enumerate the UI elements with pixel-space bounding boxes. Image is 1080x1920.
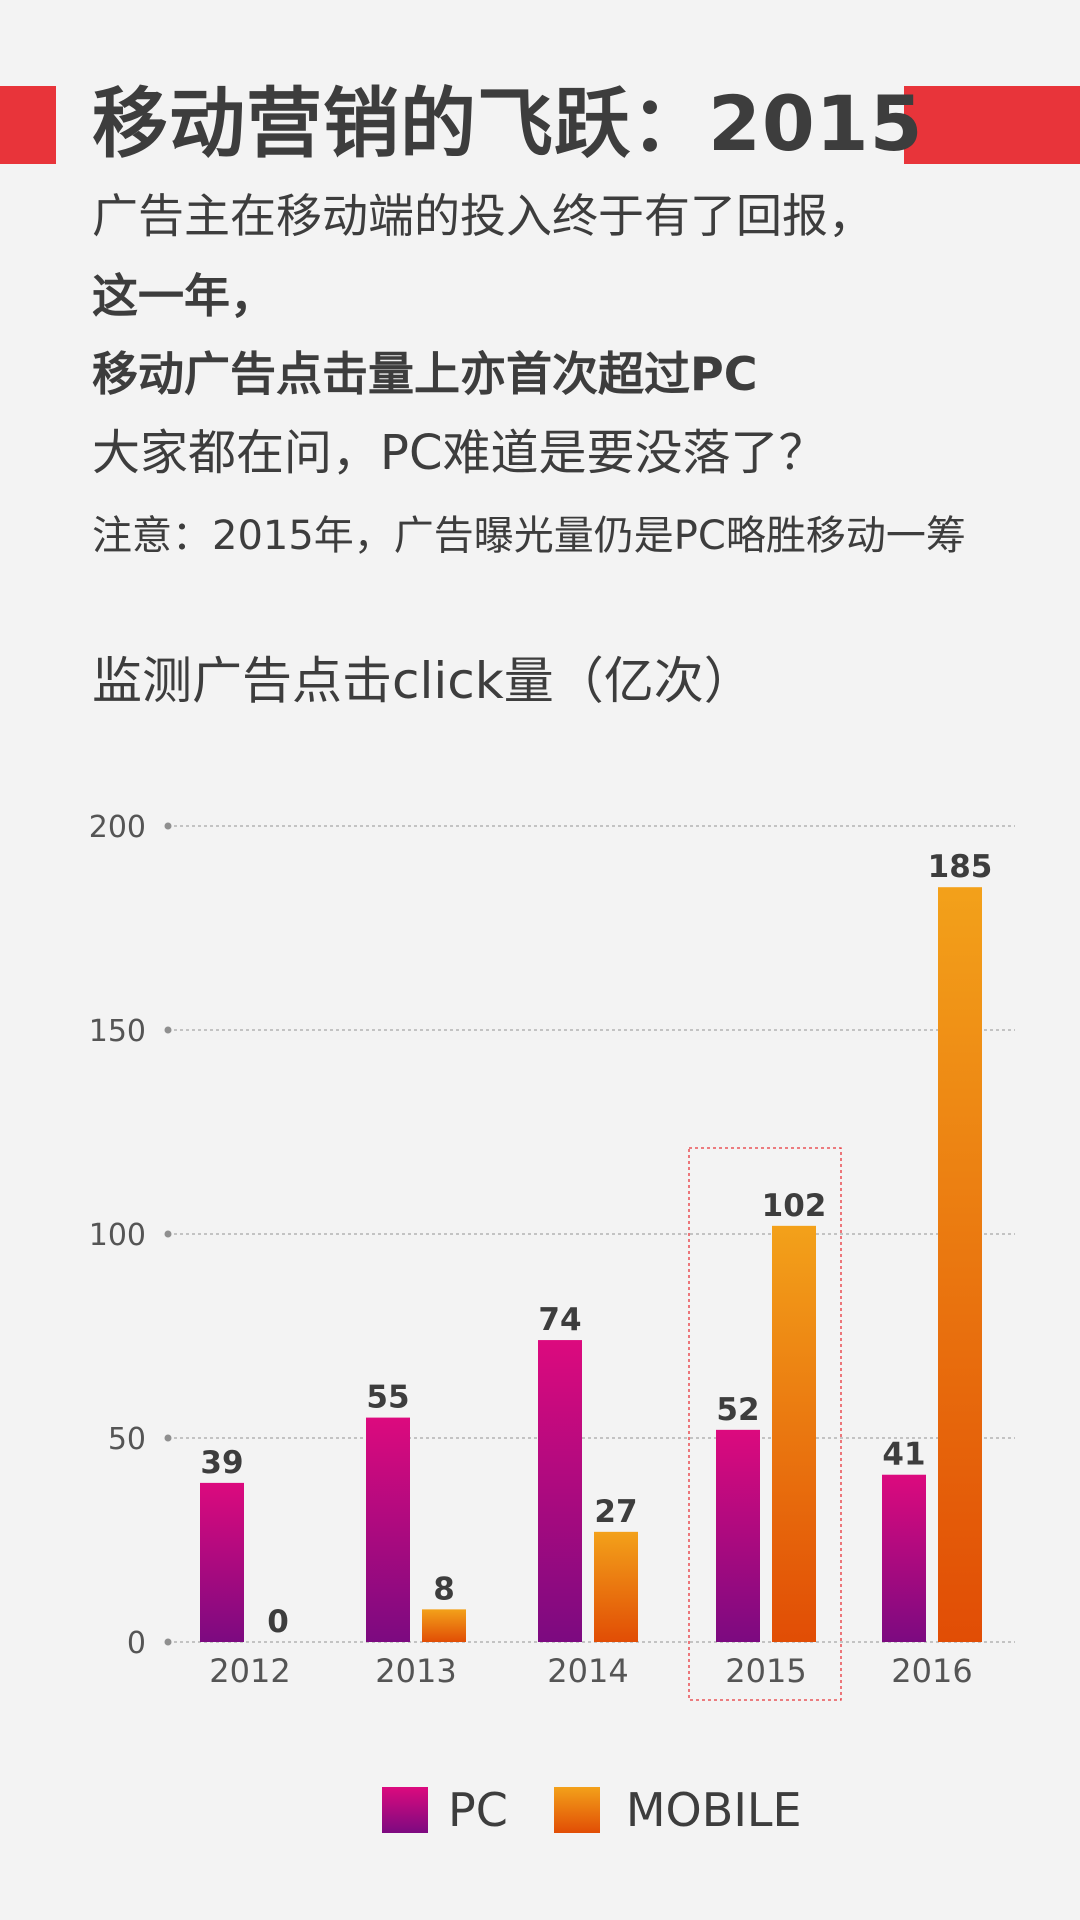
x-tick-label: 2013 bbox=[375, 1652, 456, 1690]
bar-pc bbox=[882, 1474, 926, 1642]
bar-pc bbox=[716, 1429, 760, 1642]
intro-line-2: 这一年， bbox=[92, 269, 276, 323]
y-tick-label: 50 bbox=[108, 1422, 146, 1457]
x-tick-label: 2014 bbox=[547, 1652, 628, 1690]
highlight-rect bbox=[688, 1147, 842, 1701]
bar-pc bbox=[200, 1482, 244, 1642]
title-accent-left bbox=[0, 86, 56, 164]
axis-labels: 0 50 100 150 200 2012 2013 2014 2015 2016 bbox=[89, 810, 973, 1690]
bar-pc bbox=[538, 1340, 582, 1642]
page-title: 移动营销的飞跃：2015 bbox=[92, 79, 924, 168]
value-label-mobile: 8 bbox=[433, 1571, 455, 1607]
note-text: 注意：2015年，广告曝光量仍是PC略胜移动一筹 bbox=[92, 513, 966, 559]
grid-lines bbox=[164, 822, 1015, 1646]
bar-mobile bbox=[594, 1531, 638, 1642]
y-tick-label: 150 bbox=[89, 1014, 146, 1049]
value-label-pc: 74 bbox=[538, 1302, 581, 1338]
legend-label-mobile: MOBILE bbox=[625, 1783, 802, 1837]
y-tick-label: 200 bbox=[89, 810, 146, 845]
intro-line-3: 移动广告点击量上亦首次超过PC bbox=[92, 347, 758, 401]
tick-dot bbox=[164, 1434, 172, 1442]
value-label-pc: 41 bbox=[882, 1437, 925, 1473]
tick-dot bbox=[164, 1230, 172, 1238]
tick-dot bbox=[164, 822, 172, 830]
legend-label-pc: PC bbox=[448, 1783, 508, 1837]
value-label-pc: 52 bbox=[716, 1392, 759, 1428]
data-labels: 39 0 55 8 74 27 52 102 41 185 bbox=[200, 849, 992, 1640]
bar-mobile bbox=[938, 887, 982, 1642]
value-label-mobile: 27 bbox=[594, 1494, 637, 1530]
tick-dot bbox=[164, 1026, 172, 1034]
value-label-mobile: 102 bbox=[762, 1188, 827, 1224]
x-tick-label: 2012 bbox=[209, 1652, 290, 1690]
legend-swatch-mobile bbox=[553, 1787, 600, 1833]
intro-line-1: 广告主在移动端的投入终于有了回报， bbox=[92, 189, 874, 243]
highlight-box bbox=[688, 1147, 842, 1701]
y-tick-label: 0 bbox=[127, 1626, 146, 1661]
value-label-mobile: 185 bbox=[928, 849, 993, 885]
x-tick-label: 2016 bbox=[891, 1652, 972, 1690]
tick-dot bbox=[164, 1638, 172, 1646]
legend: PC MOBILE bbox=[382, 1782, 802, 1838]
chart-title: 监测广告点击click量（亿次） bbox=[92, 652, 754, 710]
value-label-pc: 39 bbox=[200, 1445, 243, 1481]
y-tick-label: 100 bbox=[89, 1218, 146, 1253]
bars bbox=[200, 887, 982, 1642]
bar-chart: 39 0 55 8 74 27 52 102 41 185 0 50 100 150 200 2012 201… bbox=[89, 810, 1015, 1701]
bar-pc bbox=[366, 1417, 410, 1642]
value-label-mobile: 0 bbox=[267, 1604, 289, 1640]
bar-mobile bbox=[422, 1609, 466, 1642]
value-label-pc: 55 bbox=[366, 1380, 409, 1416]
x-tick-label: 2015 bbox=[725, 1652, 806, 1690]
legend-swatch-pc bbox=[382, 1787, 428, 1833]
bar-mobile bbox=[772, 1225, 816, 1642]
title-accent-right bbox=[904, 86, 1080, 164]
intro-line-4: 大家都在问，PC难道是要没落了？ bbox=[92, 425, 827, 481]
